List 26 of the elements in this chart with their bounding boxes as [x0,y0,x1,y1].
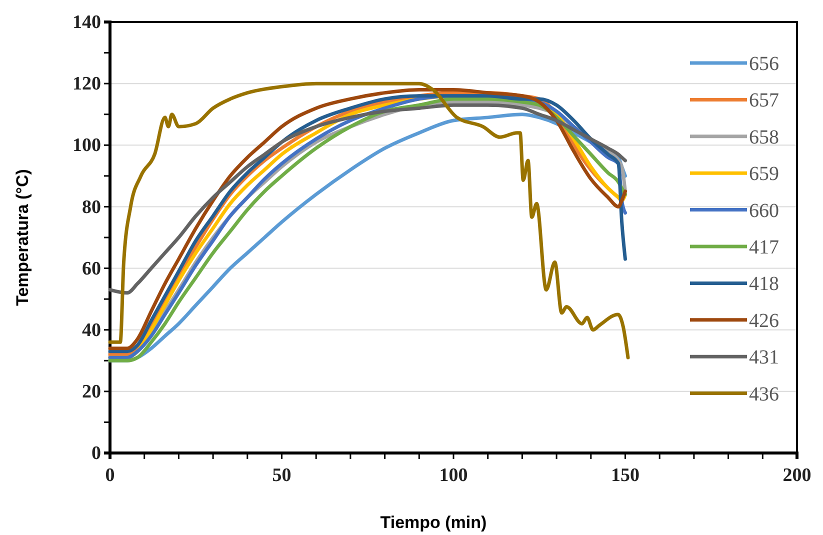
x-tick-label: 150 [611,465,640,486]
y-tick-label: 60 [82,258,101,280]
y-tick-label: 80 [82,196,101,218]
x-tick-label: 50 [272,465,292,486]
y-tick-label: 0 [92,443,101,464]
legend-label: 656 [749,53,779,75]
legend-label: 417 [749,236,779,258]
y-tick-label: 40 [82,320,101,341]
y-tick-label: 120 [72,74,101,95]
line-series [108,103,627,295]
x-tick-label: 200 [782,465,812,486]
legend-label: 660 [749,200,779,222]
y-tick-label: 140 [72,12,101,34]
x-tick-label: 0 [105,465,115,486]
legend-label: 431 [749,346,779,369]
legend-label: 657 [749,90,779,112]
y-tick-label: 20 [82,382,101,403]
legend-label: 658 [749,126,779,148]
legend-label: 436 [749,383,779,406]
x-tick-label: 100 [439,465,468,486]
y-tick-label: 100 [72,135,101,156]
legend-label: 426 [749,310,779,332]
legend-label: 659 [749,163,779,186]
x-axis-title: Tiempo (min) [380,513,487,532]
legend-label: 418 [749,273,779,296]
y-axis-title: Temperatura (°C) [13,169,32,306]
